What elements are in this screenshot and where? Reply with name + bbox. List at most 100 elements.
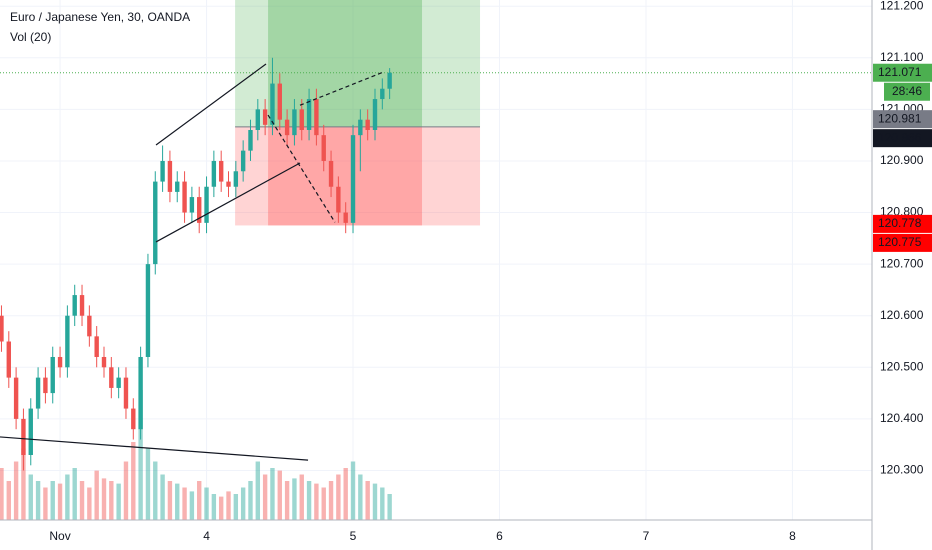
candle-body bbox=[240, 150, 246, 172]
volume-bar bbox=[284, 481, 290, 520]
volume-bar bbox=[0, 468, 4, 520]
candle-body bbox=[87, 315, 92, 337]
volume-bar bbox=[350, 461, 356, 520]
volume-bar bbox=[123, 461, 129, 520]
candle-body bbox=[167, 160, 173, 192]
candle-body bbox=[270, 83, 275, 125]
candle-body bbox=[262, 109, 268, 125]
price-label-bg bbox=[873, 214, 932, 233]
candle-body bbox=[0, 315, 4, 342]
price-label-bg bbox=[873, 129, 932, 148]
volume-label: Vol (20) bbox=[10, 30, 51, 44]
price-label: 120.778 bbox=[878, 216, 922, 230]
x-tick-label: 8 bbox=[789, 529, 796, 543]
price-label: 120.966 bbox=[878, 130, 922, 144]
volume-bar bbox=[13, 461, 19, 520]
stop-zone-inner bbox=[268, 126, 423, 226]
candle-body bbox=[328, 160, 334, 187]
candle-body bbox=[380, 88, 385, 100]
y-tick-label: 120.700 bbox=[880, 256, 924, 270]
candle-body bbox=[336, 186, 341, 213]
candle-body bbox=[175, 181, 180, 192]
trend-line bbox=[155, 162, 301, 243]
countdown: 28:46 bbox=[892, 84, 922, 98]
volume-bar bbox=[262, 474, 268, 520]
volume-bar bbox=[94, 470, 99, 520]
grid bbox=[0, 0, 872, 520]
volume-bar bbox=[240, 487, 246, 520]
candle-body bbox=[43, 377, 48, 394]
candle-body bbox=[35, 377, 41, 409]
volume-bar bbox=[28, 474, 33, 520]
volume-bar bbox=[57, 483, 63, 520]
volume-bar bbox=[182, 487, 187, 520]
candle-body bbox=[248, 130, 253, 151]
volume-bar bbox=[292, 478, 297, 520]
candle-body bbox=[123, 377, 129, 409]
volume-bar bbox=[380, 487, 385, 520]
volume-bar bbox=[145, 448, 151, 520]
volume-bar bbox=[153, 461, 158, 520]
y-tick-label: 120.300 bbox=[880, 463, 924, 477]
candle-body bbox=[343, 212, 348, 223]
candle-body bbox=[321, 135, 326, 161]
volume-bar bbox=[50, 481, 55, 520]
volume-bar bbox=[321, 487, 326, 520]
trend-line bbox=[267, 114, 336, 223]
volume-bar bbox=[358, 474, 363, 520]
volume-bar bbox=[248, 481, 253, 520]
volume-bar bbox=[79, 481, 85, 520]
candle-body bbox=[109, 367, 114, 388]
target-zone bbox=[235, 0, 481, 127]
candle-body bbox=[292, 109, 297, 136]
candle-body bbox=[72, 295, 77, 316]
candle-body bbox=[372, 99, 378, 130]
volume-bar bbox=[328, 481, 334, 520]
volume-bar bbox=[233, 494, 239, 520]
candle-body bbox=[314, 99, 319, 136]
y-tick-label: 120.600 bbox=[880, 308, 924, 322]
trend-line bbox=[0, 436, 309, 461]
candle-body bbox=[131, 408, 136, 430]
candle-body bbox=[350, 135, 356, 223]
trend-line bbox=[299, 71, 384, 106]
candle-body bbox=[79, 295, 85, 316]
volume-bar bbox=[167, 481, 173, 520]
candle-body bbox=[358, 119, 363, 136]
price-label: 120.981 bbox=[878, 111, 922, 125]
volume-bar bbox=[131, 442, 136, 520]
candle-body bbox=[365, 119, 370, 130]
x-tick-label: 7 bbox=[643, 529, 650, 543]
candle-body bbox=[284, 119, 290, 136]
volume-bar bbox=[197, 481, 202, 520]
candle-body bbox=[21, 418, 26, 455]
candle-body bbox=[189, 197, 195, 213]
volume-bar bbox=[87, 487, 92, 520]
volume-bar bbox=[65, 474, 70, 520]
volume-bar bbox=[343, 468, 348, 520]
countdown-bg bbox=[884, 82, 930, 101]
candle-body bbox=[277, 83, 282, 120]
candle-body bbox=[101, 356, 107, 368]
candle-body bbox=[138, 356, 143, 430]
candle-body bbox=[94, 336, 99, 357]
price-label-bg bbox=[873, 63, 932, 82]
volume-bar bbox=[116, 483, 121, 520]
volume-bar bbox=[43, 487, 48, 520]
price-label: 121.071 bbox=[878, 65, 922, 79]
volume-bar bbox=[189, 491, 195, 520]
candle-body bbox=[28, 408, 33, 455]
price-label: 120.775 bbox=[878, 235, 922, 249]
price-label-bg bbox=[873, 110, 932, 129]
trend-line bbox=[155, 63, 267, 146]
candle-body bbox=[299, 109, 304, 130]
volume-bar bbox=[387, 494, 392, 520]
y-tick-label: 121.200 bbox=[880, 0, 924, 12]
x-tick-label: 6 bbox=[496, 529, 503, 543]
volume-bar bbox=[21, 448, 26, 520]
y-tick-label: 120.500 bbox=[880, 359, 924, 373]
volume-bar bbox=[211, 494, 217, 520]
volume-bar bbox=[270, 468, 275, 520]
candle-body bbox=[57, 356, 63, 368]
volume-bar bbox=[101, 478, 107, 520]
